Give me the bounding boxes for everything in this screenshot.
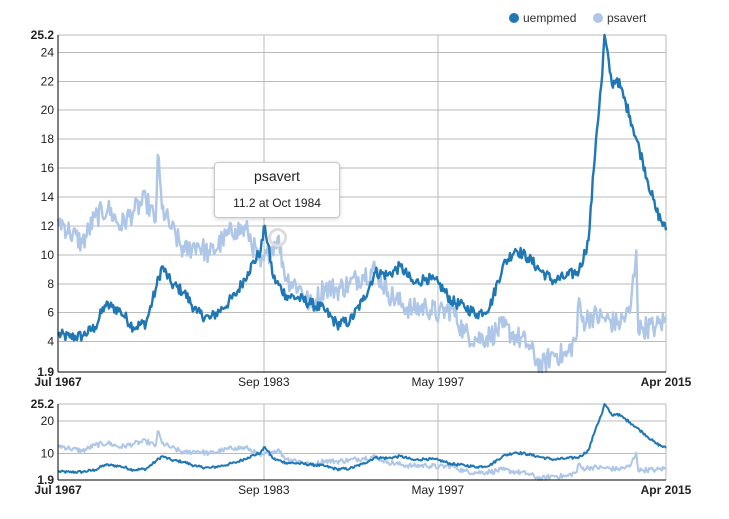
tooltip-title: psavert	[215, 163, 339, 190]
main-y-tick-label: 14	[41, 190, 55, 204]
main-y-tick-label: 24	[41, 45, 55, 59]
legend-label-psavert: psavert	[607, 11, 647, 25]
context-line-psavert[interactable]	[57, 430, 667, 481]
main-y-tick-label: 16	[41, 161, 55, 175]
main-y-tick-label: 4	[47, 335, 54, 349]
main-x-tick-labels: Jul 1967 Sep 1983 May 1997 Apr 2015	[34, 375, 691, 389]
main-y-tick-label: 20	[41, 103, 55, 117]
main-axes	[57, 35, 666, 373]
main-x-tick-label: Sep 1983	[238, 375, 290, 389]
context-x-tick-label: Jul 1967	[34, 483, 82, 497]
main-y-tick-label: 12	[41, 219, 55, 233]
context-x-tick-label: May 1997	[412, 483, 465, 497]
context-y-tick-label: 10	[41, 447, 55, 461]
context-y-tick-label: 1.9	[37, 473, 54, 487]
context-x-tick-label: Apr 2015	[641, 483, 692, 497]
context-line-uempmed[interactable]	[57, 403, 667, 474]
main-y-tick-label: 6	[47, 306, 54, 320]
legend: uempmed psavert	[509, 11, 647, 25]
context-y-tick-label: 20	[41, 414, 55, 428]
legend-marker-psavert	[593, 13, 603, 23]
main-y-tick-label: 1.9	[37, 365, 54, 379]
context-chart[interactable]: 1.9 10 20 25.2 Jul 1967 Sep 1983 May 1997 Apr …	[31, 397, 692, 497]
main-series-lines	[56, 33, 668, 374]
context-x-tick-label: Sep 1983	[238, 483, 290, 497]
main-x-tick-label: Jul 1967	[34, 375, 82, 389]
main-x-tick-label: May 1997	[412, 375, 465, 389]
hover-point-marker	[268, 227, 288, 247]
main-y-tick-labels: 1.9 4 6 8 10 12 14 16 18 20 22 24 25.2	[31, 28, 55, 379]
legend-item-psavert[interactable]: psavert	[593, 11, 647, 25]
legend-item-uempmed[interactable]: uempmed	[509, 11, 576, 25]
tooltip: psavert 11.2 at Oct 1984	[214, 162, 340, 218]
main-line-uempmed[interactable]	[57, 33, 668, 342]
main-line-psavert[interactable]	[56, 153, 668, 374]
main-x-tick-label: Apr 2015	[641, 375, 692, 389]
context-series-lines	[57, 403, 667, 481]
legend-marker-uempmed	[509, 13, 519, 23]
main-y-tick-label: 10	[41, 248, 55, 262]
context-y-tick-labels: 1.9 10 20 25.2	[31, 397, 55, 487]
main-y-tick-label: 8	[47, 277, 54, 291]
context-y-tick-label: 25.2	[31, 397, 55, 411]
main-y-tick-label: 18	[41, 132, 55, 146]
tooltip-value: 11.2 at Oct 1984	[233, 196, 321, 210]
main-y-tick-label: 22	[41, 74, 55, 88]
main-y-tick-label: 25.2	[31, 28, 55, 42]
context-x-tick-labels: Jul 1967 Sep 1983 May 1997 Apr 2015	[34, 483, 691, 497]
main-chart[interactable]: 1.9 4 6 8 10 12 14 16 18 20 22 24 25.2 Jul 1967 Sep 1…	[31, 28, 692, 389]
context-axes	[57, 404, 666, 481]
legend-label-uempmed: uempmed	[523, 11, 576, 25]
